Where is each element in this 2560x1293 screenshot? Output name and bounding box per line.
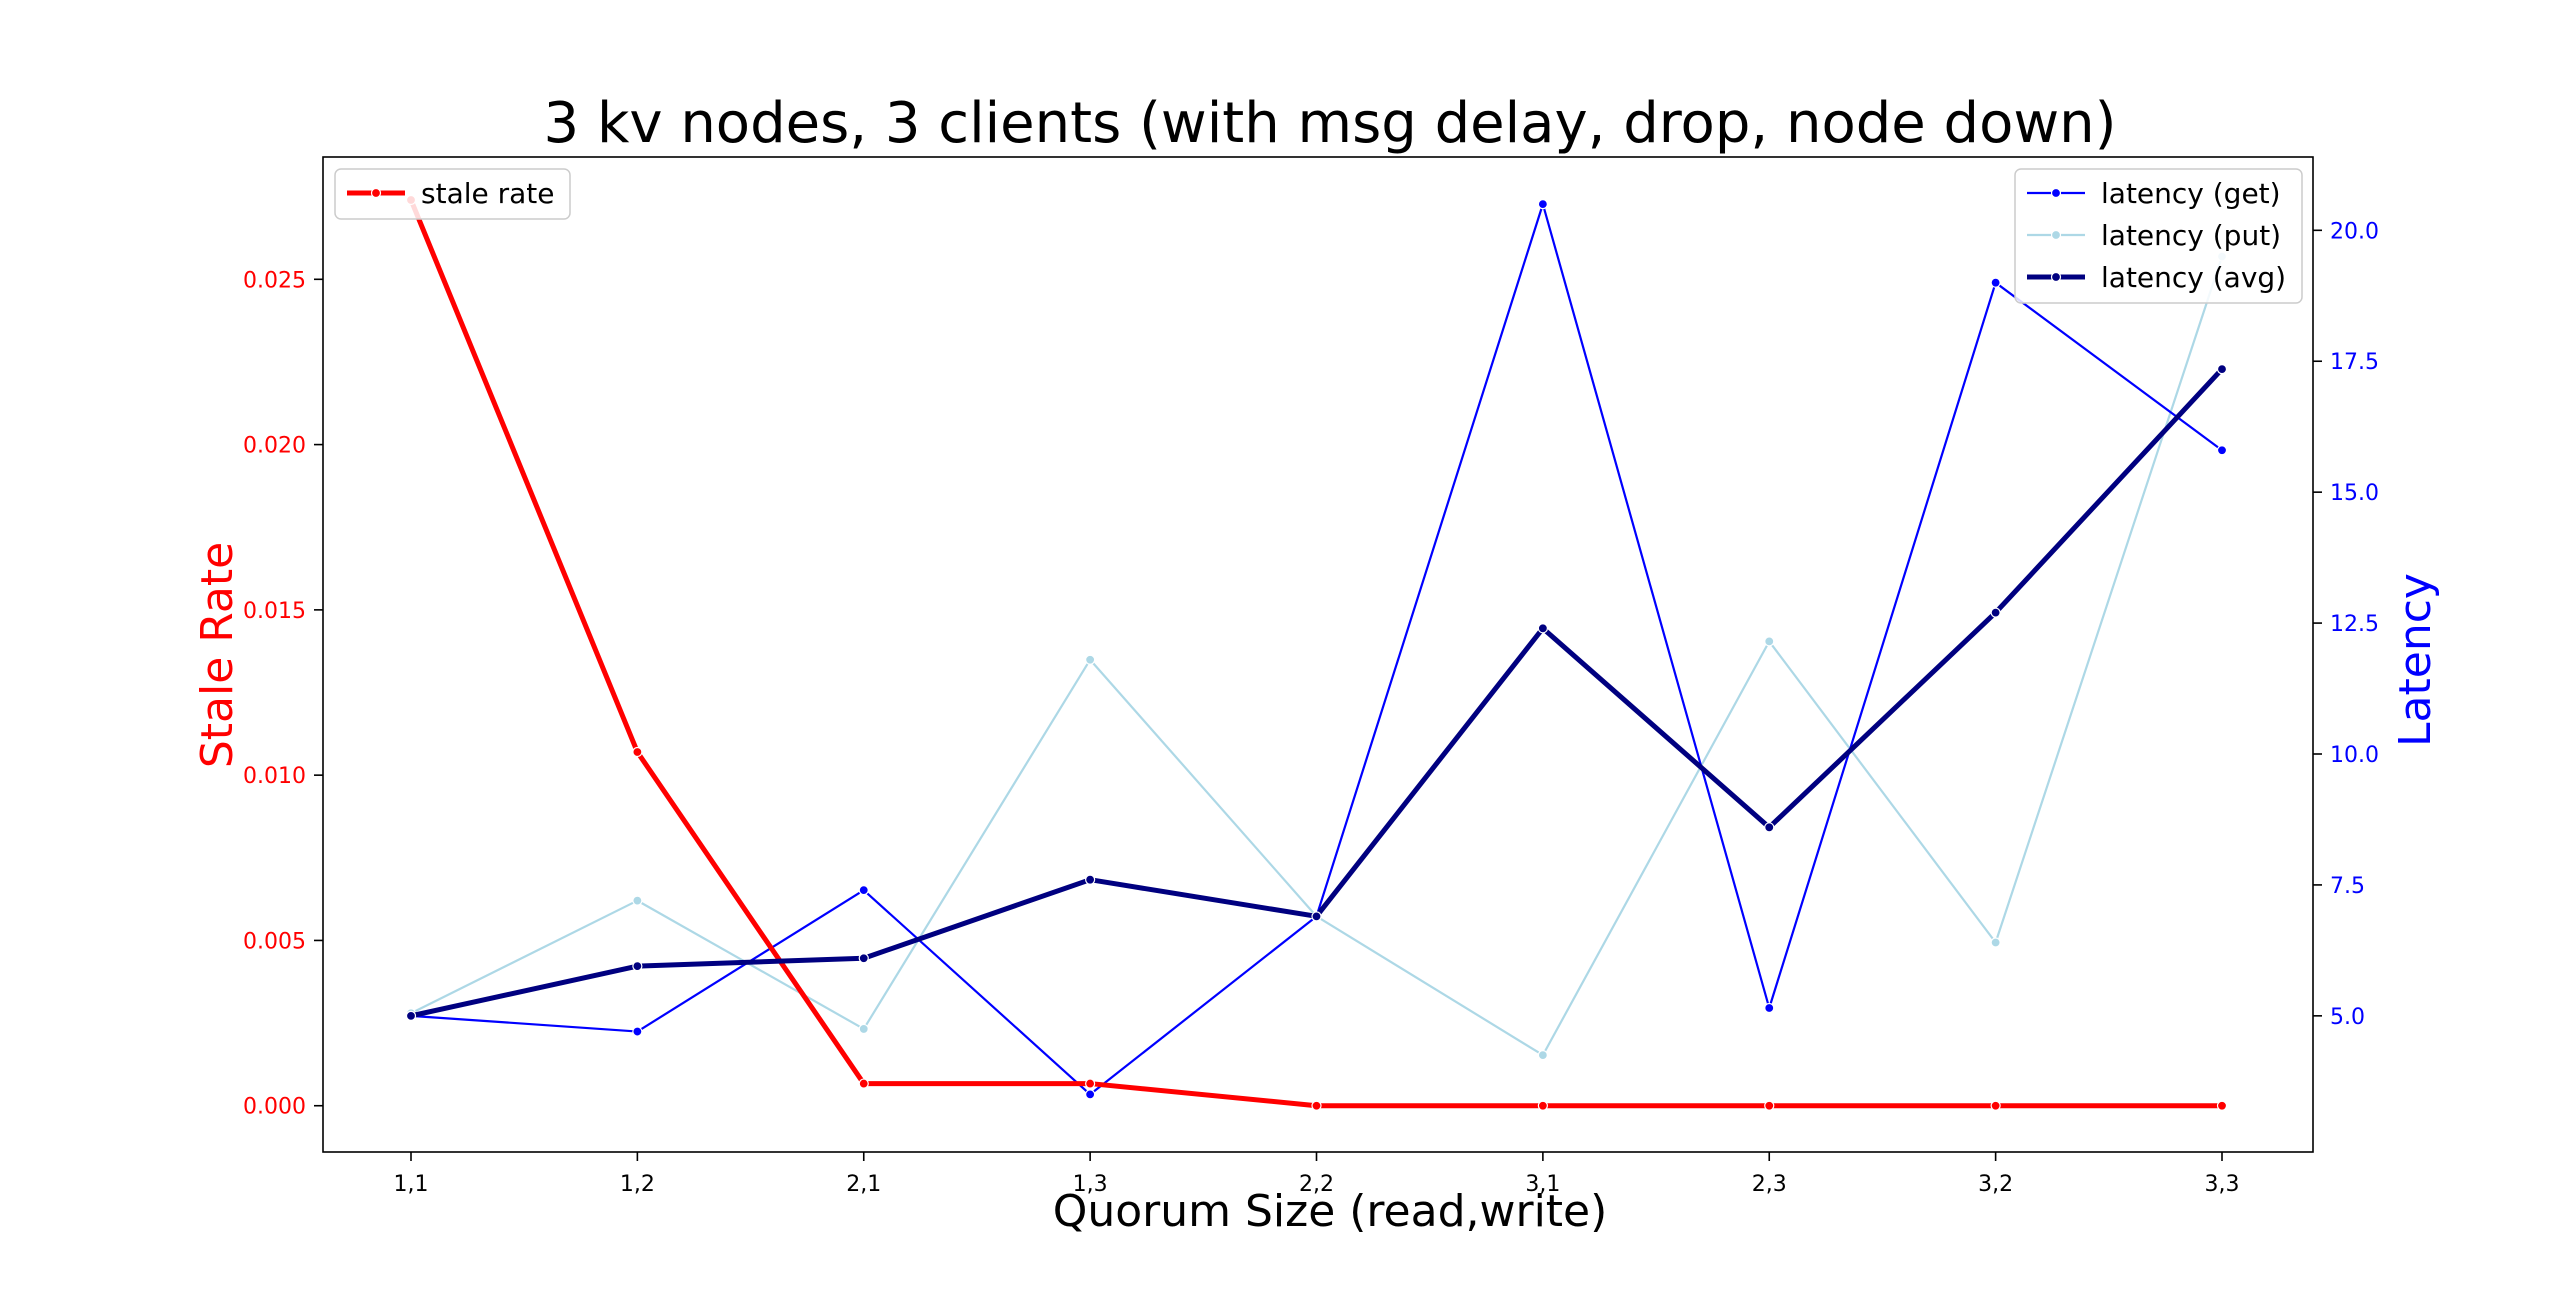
data-point-latency-get bbox=[1085, 1089, 1096, 1100]
data-point-latency-avg bbox=[1085, 874, 1096, 885]
data-point-latency-get bbox=[1537, 199, 1548, 210]
data-point-latency-avg bbox=[1764, 822, 1775, 833]
legend-item-latency-get: latency (get) bbox=[2027, 177, 2281, 210]
legend-label: latency (put) bbox=[2101, 219, 2281, 252]
x-tick-label: 2,2 bbox=[1299, 1172, 1334, 1197]
legend-swatch-marker bbox=[2050, 187, 2062, 199]
x-tick-label: 2,1 bbox=[846, 1172, 881, 1197]
x-tick-label: 3,3 bbox=[2205, 1172, 2240, 1197]
x-tick-label: 3,2 bbox=[1978, 1172, 2013, 1197]
legend-item-stale-rate: stale rate bbox=[347, 177, 555, 210]
y-left-tick-label: 0.025 bbox=[243, 268, 306, 293]
legend-swatch-marker bbox=[370, 187, 382, 199]
data-point-stale-rate bbox=[1764, 1100, 1775, 1111]
data-point-latency-avg bbox=[1537, 623, 1548, 634]
legend-box bbox=[2014, 168, 2303, 304]
y-right-tick-label: 12.5 bbox=[2330, 612, 2379, 637]
x-tick-label: 3,1 bbox=[1525, 1172, 1560, 1197]
data-point-latency-get bbox=[858, 885, 869, 896]
data-point-latency-avg bbox=[632, 960, 643, 972]
y-left-tick-label: 0.020 bbox=[243, 434, 306, 459]
y-left-tick-label: 0.000 bbox=[243, 1095, 306, 1120]
legend-box bbox=[334, 168, 571, 220]
legend-item-latency-avg: latency (avg) bbox=[2027, 261, 2286, 294]
y-left-tick-label: 0.010 bbox=[243, 764, 306, 789]
y-right-tick-label: 10.0 bbox=[2330, 743, 2379, 768]
series-latency-avg bbox=[405, 363, 2228, 1021]
data-point-latency-put bbox=[632, 895, 643, 906]
legend-stale-rate: stale rate bbox=[334, 168, 571, 220]
legend-item-latency-put: latency (put) bbox=[2027, 219, 2281, 252]
data-point-latency-put bbox=[1990, 937, 2001, 948]
x-tick-label: 1,1 bbox=[394, 1172, 429, 1197]
y-right-tick-label: 17.5 bbox=[2330, 350, 2379, 375]
y-right-tick-label: 20.0 bbox=[2330, 219, 2379, 244]
data-point-stale-rate bbox=[858, 1078, 869, 1089]
legend-latency: latency (get) latency (put) latency (avg) bbox=[2014, 168, 2303, 304]
y-axis-right-label: Latency bbox=[2390, 573, 2441, 747]
data-point-stale-rate bbox=[2216, 1100, 2228, 1111]
x-tick-label: 2,3 bbox=[1752, 1172, 1787, 1197]
y-left-tick-label: 0.015 bbox=[243, 599, 306, 624]
data-point-stale-rate bbox=[1085, 1078, 1096, 1089]
chart-title: 3 kv nodes, 3 clients (with msg delay, d… bbox=[544, 91, 2117, 156]
y-right-tick-label: 5.0 bbox=[2330, 1005, 2365, 1030]
data-point-latency-get bbox=[2216, 445, 2228, 456]
legend-swatch-marker bbox=[2050, 229, 2062, 241]
legend-label: stale rate bbox=[421, 177, 555, 210]
y-right-tick-label: 7.5 bbox=[2330, 874, 2365, 899]
data-point-stale-rate bbox=[1990, 1100, 2001, 1111]
data-point-latency-put bbox=[1537, 1050, 1548, 1061]
legend-label: latency (get) bbox=[2101, 177, 2281, 210]
x-axis-label: Quorum Size (read,write) bbox=[1053, 1186, 1608, 1237]
data-point-latency-avg bbox=[1990, 607, 2001, 618]
plot-area: 1,1 1,2 2,1 1,3 2,2 3,1 2,3 3,2 3,3 0.000 0.005 0.0… bbox=[243, 156, 2379, 1197]
data-point-latency-avg bbox=[1311, 911, 1322, 922]
data-point-latency-get bbox=[632, 1026, 643, 1037]
plot-frame bbox=[322, 156, 2314, 1153]
legend-label: latency (avg) bbox=[2101, 261, 2286, 294]
x-tick-label: 1,3 bbox=[1073, 1172, 1108, 1197]
x-tick-label: 1,2 bbox=[620, 1172, 655, 1197]
y-axis-left-label: Stale Rate bbox=[192, 542, 243, 768]
data-point-latency-avg bbox=[405, 1010, 417, 1021]
data-point-latency-put bbox=[858, 1023, 869, 1035]
legend-swatch-marker bbox=[2050, 271, 2062, 283]
data-point-latency-put bbox=[1085, 654, 1096, 665]
data-point-latency-get bbox=[1764, 1002, 1775, 1014]
data-point-latency-get bbox=[1990, 277, 2001, 288]
data-point-latency-put bbox=[1764, 636, 1775, 647]
data-point-stale-rate bbox=[632, 746, 643, 758]
data-point-stale-rate bbox=[1311, 1100, 1322, 1111]
data-point-latency-avg bbox=[858, 953, 869, 964]
y-right-tick-label: 15.0 bbox=[2330, 481, 2379, 506]
data-point-stale-rate bbox=[1537, 1100, 1548, 1111]
data-point-latency-avg bbox=[2216, 363, 2228, 375]
y-left-tick-label: 0.005 bbox=[243, 929, 306, 954]
